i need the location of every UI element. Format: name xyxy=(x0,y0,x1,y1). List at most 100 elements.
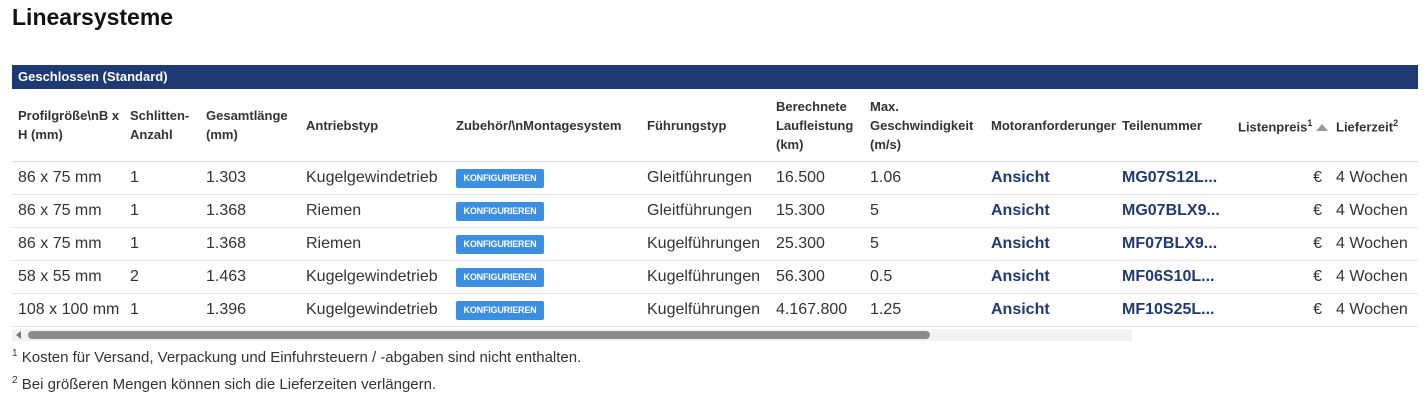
motor-view-link[interactable]: Ansicht xyxy=(985,227,1116,261)
cell-mileage: 56.300 xyxy=(770,260,864,294)
cell-mileage: 15.300 xyxy=(770,194,864,228)
footnote-text: Kosten für Versand, Verpackung und Einfu… xyxy=(21,349,582,366)
col-header-guide[interactable]: Führungstyp xyxy=(641,89,770,162)
cell-drive: Riemen xyxy=(300,227,450,261)
cell-accessories: KONFIGURIEREN xyxy=(450,227,641,261)
cell-speed: 5 xyxy=(864,227,985,261)
scroll-left-arrow-icon[interactable] xyxy=(16,331,21,339)
footnote-text: Bei größeren Mengen können sich die Lief… xyxy=(21,376,437,393)
table-row: 86 x 75 mm 1 1.368 Riemen KONFIGURIEREN … xyxy=(12,194,1418,228)
col-header-part[interactable]: Teilenummer xyxy=(1116,89,1232,162)
motor-view-link[interactable]: Ansicht xyxy=(985,194,1116,228)
cell-carriages: 1 xyxy=(124,194,200,228)
cell-size: 58 x 55 mm xyxy=(12,260,124,294)
table-header-row: Profilgröße\nB x H (mm) Schlitten-Anzahl… xyxy=(12,89,1418,162)
cell-guide: Kugelführungen xyxy=(641,260,770,294)
cell-price: € xyxy=(1232,161,1330,195)
cell-accessories: KONFIGURIEREN xyxy=(450,194,641,228)
group-header: Geschlossen (Standard) xyxy=(12,65,1418,89)
col-header-speed[interactable]: Max. Geschwindigkeit (m/s) xyxy=(864,89,985,162)
configure-button[interactable]: KONFIGURIEREN xyxy=(456,168,544,188)
configure-button[interactable]: KONFIGURIEREN xyxy=(456,300,544,320)
table-row: 108 x 100 mm 1 1.396 Kugelgewindetrieb K… xyxy=(12,293,1418,327)
configure-button[interactable]: KONFIGURIEREN xyxy=(456,234,544,254)
cell-length: 1.396 xyxy=(200,293,300,327)
col-header-size[interactable]: Profilgröße\nB x H (mm) xyxy=(12,89,124,162)
part-number-link[interactable]: MF07BLX9... xyxy=(1116,227,1232,261)
cell-delivery: 4 Wochen xyxy=(1330,293,1418,327)
results-table-container: Profilgröße\nB x H (mm) Schlitten-Anzahl… xyxy=(12,89,1418,329)
footnote-mark: 1 xyxy=(12,348,18,359)
table-row: 86 x 75 mm 1 1.303 Kugelgewindetrieb KON… xyxy=(12,161,1418,195)
part-number-link[interactable]: MG07BLX9... xyxy=(1116,194,1232,228)
cell-guide: Kugelführungen xyxy=(641,227,770,261)
cell-carriages: 2 xyxy=(124,260,200,294)
cell-carriages: 1 xyxy=(124,227,200,261)
footnote-2: 2 Bei größeren Mengen können sich die Li… xyxy=(12,375,436,393)
cell-length: 1.368 xyxy=(200,194,300,228)
part-number-link[interactable]: MF06S10L... xyxy=(1116,260,1232,294)
col-header-carriages[interactable]: Schlitten-Anzahl xyxy=(124,89,200,162)
cell-length: 1.463 xyxy=(200,260,300,294)
cell-drive: Kugelgewindetrieb xyxy=(300,161,450,195)
motor-view-link[interactable]: Ansicht xyxy=(985,293,1116,327)
configure-button[interactable]: KONFIGURIEREN xyxy=(456,267,544,287)
footnote-ref-2: 2 xyxy=(1393,117,1399,128)
cell-speed: 1.06 xyxy=(864,161,985,195)
cell-carriages: 1 xyxy=(124,293,200,327)
cell-speed: 1.25 xyxy=(864,293,985,327)
cell-accessories: KONFIGURIEREN xyxy=(450,161,641,195)
cell-length: 1.303 xyxy=(200,161,300,195)
cell-length: 1.368 xyxy=(200,227,300,261)
col-header-mileage[interactable]: Berechnete Laufleistung (km) xyxy=(770,89,864,162)
cell-mileage: 16.500 xyxy=(770,161,864,195)
cell-size: 108 x 100 mm xyxy=(12,293,124,327)
configure-button[interactable]: KONFIGURIEREN xyxy=(456,201,544,221)
cell-guide: Kugelführungen xyxy=(641,293,770,327)
col-header-drive[interactable]: Antriebstyp xyxy=(300,89,450,162)
col-header-delivery-label: Lieferzeit xyxy=(1336,119,1394,135)
part-number-link[interactable]: MF10S25L... xyxy=(1116,293,1232,327)
scrollbar-thumb[interactable] xyxy=(28,331,930,339)
cell-size: 86 x 75 mm xyxy=(12,194,124,228)
cell-guide: Gleitführungen xyxy=(641,194,770,228)
footnote-mark: 2 xyxy=(12,375,18,386)
cell-drive: Kugelgewindetrieb xyxy=(300,260,450,294)
cell-delivery: 4 Wochen xyxy=(1330,161,1418,195)
cell-price: € xyxy=(1232,293,1330,327)
col-header-delivery[interactable]: Lieferzeit2 xyxy=(1330,89,1418,162)
results-table: Profilgröße\nB x H (mm) Schlitten-Anzahl… xyxy=(12,89,1418,327)
part-number-link[interactable]: MG07S12L... xyxy=(1116,161,1232,195)
horizontal-scrollbar[interactable] xyxy=(12,329,1132,341)
cell-carriages: 1 xyxy=(124,161,200,195)
table-row: 58 x 55 mm 2 1.463 Kugelgewindetrieb KON… xyxy=(12,260,1418,294)
cell-size: 86 x 75 mm xyxy=(12,161,124,195)
cell-price: € xyxy=(1232,194,1330,228)
cell-speed: 5 xyxy=(864,194,985,228)
page-title: Linearsysteme xyxy=(12,4,174,30)
col-header-price-label: Listenpreis xyxy=(1238,119,1308,135)
cell-delivery: 4 Wochen xyxy=(1330,227,1418,261)
col-header-accessories[interactable]: Zubehör/\nMontagesystem xyxy=(450,89,641,162)
cell-price: € xyxy=(1232,227,1330,261)
cell-speed: 0.5 xyxy=(864,260,985,294)
cell-drive: Kugelgewindetrieb xyxy=(300,293,450,327)
col-header-motor[interactable]: Motoranforderungen xyxy=(985,89,1116,162)
footnote-ref-1: 1 xyxy=(1307,117,1313,128)
cell-drive: Riemen xyxy=(300,194,450,228)
cell-guide: Gleitführungen xyxy=(641,161,770,195)
cell-accessories: KONFIGURIEREN xyxy=(450,260,641,294)
cell-mileage: 4.167.800 xyxy=(770,293,864,327)
cell-delivery: 4 Wochen xyxy=(1330,194,1418,228)
cell-delivery: 4 Wochen xyxy=(1330,260,1418,294)
cell-price: € xyxy=(1232,260,1330,294)
motor-view-link[interactable]: Ansicht xyxy=(985,161,1116,195)
motor-view-link[interactable]: Ansicht xyxy=(985,260,1116,294)
cell-size: 86 x 75 mm xyxy=(12,227,124,261)
col-header-length[interactable]: Gesamtlänge (mm) xyxy=(200,89,300,162)
table-row: 86 x 75 mm 1 1.368 Riemen KONFIGURIEREN … xyxy=(12,227,1418,261)
sort-ascending-icon[interactable] xyxy=(1316,124,1329,132)
footnote-1: 1 Kosten für Versand, Verpackung und Ein… xyxy=(12,348,581,366)
col-header-price[interactable]: Listenpreis1 xyxy=(1232,89,1330,162)
cell-accessories: KONFIGURIEREN xyxy=(450,293,641,327)
